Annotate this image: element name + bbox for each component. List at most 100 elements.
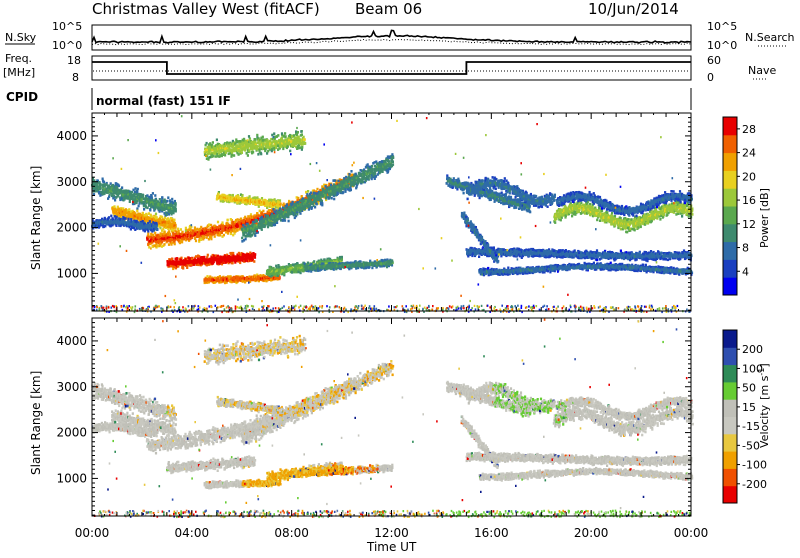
scatter-cell: [134, 187, 136, 190]
scatter-cell: [203, 256, 205, 259]
scatter-cell: [234, 221, 236, 224]
scatter-cell: [191, 237, 193, 240]
scatter-cell: [161, 229, 163, 232]
scatter-cell: [269, 209, 271, 212]
scatter-cell: [149, 220, 151, 223]
scatter-cell: [170, 238, 172, 241]
scatter-cell: [337, 193, 339, 196]
scatter-cell: [262, 210, 264, 213]
scatter-cell: [230, 218, 232, 221]
scatter-cell: [166, 204, 168, 207]
scatter-cell: [180, 228, 182, 231]
scatter-cell: [166, 213, 168, 216]
scatter-cell: [307, 197, 309, 200]
scatter-cell: [195, 240, 197, 243]
scatter-cell: [191, 233, 193, 236]
scatter-cell: [177, 265, 179, 268]
scatter-cell: [156, 216, 158, 219]
scatter-cell: [219, 232, 221, 235]
freq-unit: [MHz]: [3, 66, 35, 79]
scatter-cell: [129, 200, 131, 203]
scatter-cell: [221, 221, 223, 224]
scatter-cell: [148, 246, 150, 249]
scatter-cell: [256, 220, 258, 223]
scatter-cell: [275, 215, 277, 218]
scatter-cell: [216, 197, 218, 200]
scatter-cell: [250, 227, 252, 230]
scatter-cell: [142, 225, 144, 228]
scatter-cell: [143, 208, 145, 211]
scatter-cell: [124, 217, 126, 220]
scatter-cell: [261, 212, 263, 215]
scatter-cell: [166, 200, 168, 203]
scatter-cell: [130, 228, 132, 231]
scatter-cell: [241, 228, 243, 231]
scatter-cell: [278, 277, 280, 280]
scatter-cell: [187, 238, 189, 241]
scatter-cell: [254, 224, 256, 227]
scatter-cell: [194, 226, 196, 229]
scatter-cell: [232, 252, 234, 255]
scatter-cell: [161, 196, 163, 199]
scatter-cell: [142, 194, 144, 197]
scatter-cell: [324, 194, 326, 197]
scatter-cell: [321, 202, 323, 205]
freq-panel-frame: [92, 56, 691, 80]
scatter-cell: [154, 194, 156, 197]
scatter-cell: [210, 235, 212, 238]
scatter-cell: [300, 207, 302, 210]
scatter-cell: [244, 281, 246, 284]
nsearch-tick-bottom: 10^0: [707, 39, 737, 52]
scatter-cell: [253, 260, 255, 263]
scatter-cell: [100, 187, 102, 190]
scatter-cell: [198, 234, 200, 237]
scatter-cell: [178, 230, 180, 233]
scatter-cell: [159, 210, 161, 213]
scatter-cell: [316, 203, 318, 206]
scatter-cell: [241, 195, 243, 198]
scatter-cell: [182, 231, 184, 234]
scatter-cell: [171, 198, 173, 201]
scatter-cell: [138, 205, 140, 208]
scatter-cell: [195, 255, 197, 258]
nsky-tick-top: 10^5: [52, 20, 82, 33]
freq-series: [92, 62, 691, 74]
nave-tick-bottom: 0: [707, 71, 714, 84]
scatter-cell: [249, 195, 251, 198]
scatter-cell: [236, 229, 238, 232]
scatter-cell: [230, 231, 232, 234]
scatter-cell: [232, 221, 234, 224]
nsky-series: [92, 30, 691, 43]
scatter-cell: [314, 192, 316, 195]
scatter-cell: [173, 240, 175, 243]
scatter-cell: [163, 243, 165, 246]
scatter-cell: [316, 188, 318, 191]
cpid-text: normal (fast) 151 IF: [96, 94, 231, 108]
scatter-cell: [156, 228, 158, 231]
scatter-cell: [127, 190, 129, 193]
cpid-label: CPID: [6, 90, 38, 104]
scatter-cell: [185, 227, 187, 230]
scatter-cell: [114, 199, 116, 202]
scatter-cell: [168, 213, 170, 216]
scatter-cell: [307, 190, 309, 193]
scatter-cell: [147, 207, 149, 210]
scatter-cell: [175, 226, 177, 229]
scatter-cell: [242, 280, 244, 283]
scatter-cell: [107, 218, 109, 221]
scatter-cell: [299, 212, 301, 215]
scatter-cell: [296, 213, 298, 216]
scatter-cell: [276, 221, 278, 224]
scatter-cell: [112, 184, 114, 187]
scatter-cell: [154, 245, 156, 248]
scatter-cell: [113, 205, 115, 208]
scatter-cell: [174, 243, 176, 246]
scatter-cell: [282, 219, 284, 222]
nsearch-label: N.Search: [745, 31, 795, 44]
scatter-cell: [168, 230, 170, 233]
scatter-cell: [110, 182, 112, 185]
scatter-cell: [154, 232, 156, 235]
scatter-cell: [245, 238, 247, 241]
